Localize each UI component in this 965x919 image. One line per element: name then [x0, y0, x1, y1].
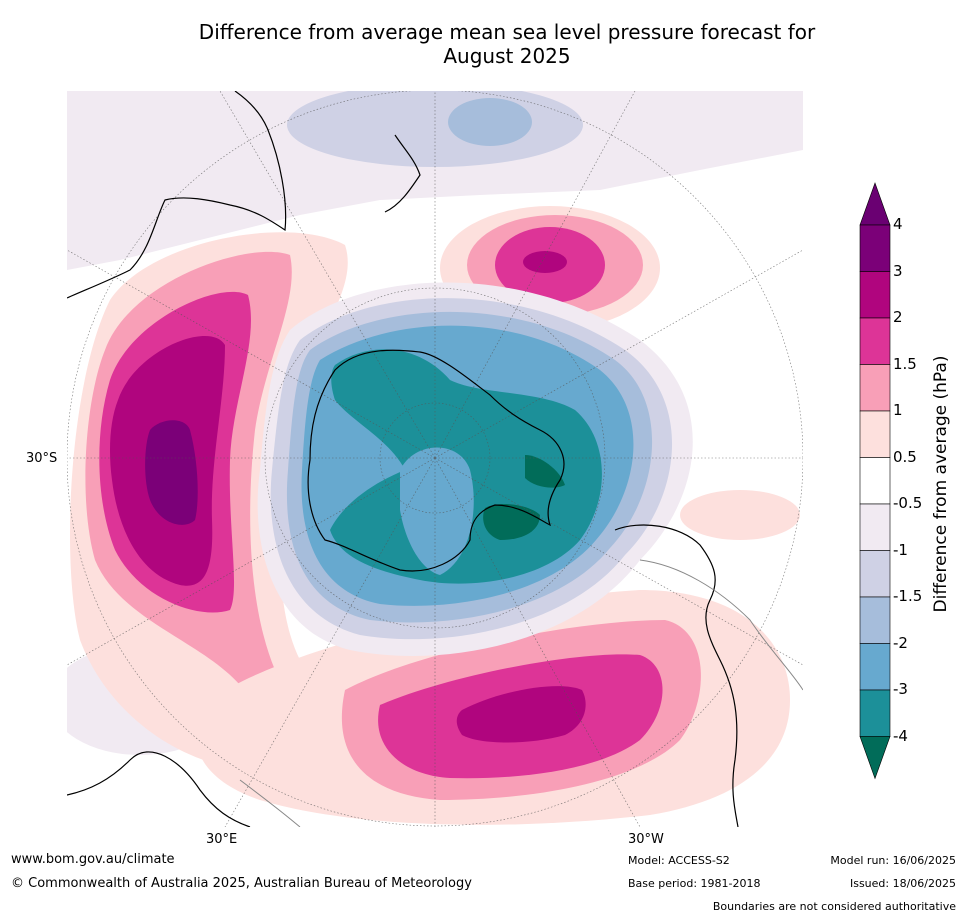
latitude-circle-45s: [264, 287, 606, 629]
footer-disclaimer: Boundaries are not considered authoritat…: [712, 900, 956, 913]
anomaly-region-antarctic-minus4-a: [483, 504, 540, 540]
coastline-south-america: [614, 524, 739, 827]
footer-issued: Issued: 18/06/2025: [849, 877, 956, 890]
border-africa: [239, 779, 301, 827]
anomaly-region-antarctic-minus4-b: [525, 455, 565, 488]
graticule: [67, 91, 803, 827]
colorbar-tick-label: 1.5: [893, 354, 917, 373]
longitude-label-30w: 30°W: [628, 832, 664, 847]
coastline-australia: [67, 91, 287, 299]
colorbar-tick-label: 3: [893, 261, 903, 280]
colorbar-tick-label: -1: [893, 540, 908, 559]
colorbar-tick-label: -3: [893, 680, 908, 698]
colorbar-segment: [859, 643, 891, 691]
colorbar-top-arrow: [859, 182, 891, 226]
colorbar-segment: [859, 271, 891, 319]
coastlines: [67, 91, 739, 827]
footer-base-period: Base period: 1981-2018: [628, 877, 761, 890]
colorbar-tick-label: 1: [893, 401, 903, 419]
colorbar-bottom-arrow: [859, 736, 891, 780]
colorbar: [859, 182, 891, 780]
chart-title-line1: Difference from average mean sea level p…: [198, 20, 816, 44]
colorbar-tick-label: -4: [893, 726, 908, 745]
colorbar-tick-label: -2: [893, 633, 908, 652]
colorbar-segment: [859, 410, 891, 458]
colorbar-segment: [859, 550, 891, 598]
anomaly-region-north-minus1-5: [448, 98, 532, 146]
country-borders: [239, 559, 803, 827]
colorbar-segment: [859, 317, 891, 365]
colorbar-segment: [859, 457, 891, 505]
chart-title-line2: August 2025: [443, 44, 571, 68]
border-south-america: [639, 559, 803, 691]
anomaly-region-antarctic-minus1-5-lobe: [400, 447, 474, 575]
chart-title: Difference from average mean sea level p…: [0, 20, 965, 68]
colorbar-segment: [859, 689, 891, 737]
longitude-label-30e: 30°E: [206, 832, 238, 847]
colorbar-tick-label: 0.5: [893, 447, 917, 466]
latitude-label-30s: 30°S: [26, 451, 58, 466]
footer-model-run: Model run: 16/06/2025: [830, 854, 956, 867]
coastline-africa: [67, 751, 251, 827]
map-area: [67, 91, 803, 827]
colorbar-tick-label: -0.5: [893, 494, 923, 512]
colorbar-title: Difference from average (hPa): [931, 355, 951, 613]
anomaly-region-ur-2: [523, 251, 567, 273]
footer-url: www.bom.gov.au/climate: [11, 852, 175, 867]
colorbar-segment: [859, 503, 891, 551]
colorbar-segment: [859, 364, 891, 412]
anomaly-region-bottom-2: [456, 686, 586, 743]
anomaly-region-se-0-5: [680, 490, 800, 540]
coastline-new-zealand: [384, 134, 421, 213]
anomaly-region-left-3: [145, 420, 198, 525]
footer-model: Model: ACCESS-S2: [628, 854, 730, 867]
colorbar-tick-label: 4: [893, 215, 903, 233]
colorbar-segment: [859, 596, 891, 644]
latitude-circle-60s: [379, 402, 491, 514]
colorbar-segment: [859, 224, 891, 272]
coastline-antarctica: [307, 349, 565, 572]
footer-copyright: © Commonwealth of Australia 2025, Austra…: [11, 876, 472, 891]
colorbar-tick-label: 2: [893, 308, 903, 326]
colorbar-tick-label: -1.5: [893, 587, 923, 605]
